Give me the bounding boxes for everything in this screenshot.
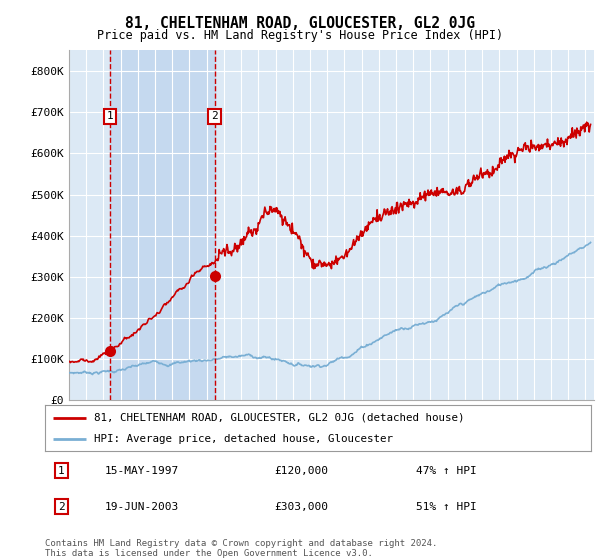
Text: Contains HM Land Registry data © Crown copyright and database right 2024.
This d: Contains HM Land Registry data © Crown c… — [45, 539, 437, 558]
Text: 47% ↑ HPI: 47% ↑ HPI — [416, 466, 477, 475]
Text: 81, CHELTENHAM ROAD, GLOUCESTER, GL2 0JG (detached house): 81, CHELTENHAM ROAD, GLOUCESTER, GL2 0JG… — [94, 413, 464, 423]
Text: £303,000: £303,000 — [274, 502, 328, 511]
Text: 19-JUN-2003: 19-JUN-2003 — [105, 502, 179, 511]
Text: 1: 1 — [106, 111, 113, 122]
Text: 15-MAY-1997: 15-MAY-1997 — [105, 466, 179, 475]
Bar — [110, 50, 215, 400]
Text: 2: 2 — [58, 502, 65, 511]
Text: 51% ↑ HPI: 51% ↑ HPI — [416, 502, 477, 511]
Text: 2: 2 — [211, 111, 218, 122]
Text: Price paid vs. HM Land Registry's House Price Index (HPI): Price paid vs. HM Land Registry's House … — [97, 29, 503, 42]
Text: HPI: Average price, detached house, Gloucester: HPI: Average price, detached house, Glou… — [94, 435, 393, 444]
Text: 81, CHELTENHAM ROAD, GLOUCESTER, GL2 0JG: 81, CHELTENHAM ROAD, GLOUCESTER, GL2 0JG — [125, 16, 475, 31]
Text: 1: 1 — [58, 466, 65, 475]
Text: £120,000: £120,000 — [274, 466, 328, 475]
